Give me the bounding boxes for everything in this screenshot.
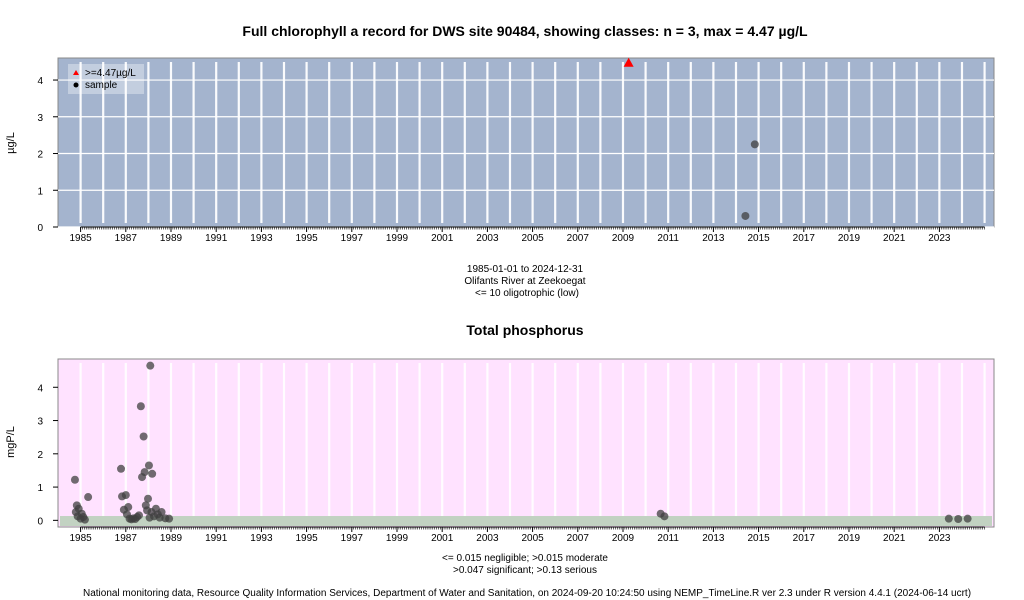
legend-entry-threshold: >=4.47µg/L xyxy=(85,68,136,79)
x-tick-label: 1991 xyxy=(205,533,228,544)
x-tick-label: 2011 xyxy=(657,233,679,244)
x-tick-label: 2003 xyxy=(476,233,499,244)
x-tick-label: 1985 xyxy=(69,233,92,244)
x-tick-label: 2011 xyxy=(657,533,679,544)
x-tick-label: 2017 xyxy=(793,533,816,544)
chart2-plot-area xyxy=(57,358,995,528)
data-point xyxy=(741,211,750,220)
chart2-caption-line2: >0.047 significant; >0.13 serious xyxy=(453,565,597,576)
data-point xyxy=(660,512,669,521)
data-point xyxy=(750,140,759,149)
y-tick-label: 3 xyxy=(37,113,43,124)
x-tick-label: 1989 xyxy=(160,233,183,244)
x-tick-label: 1997 xyxy=(341,233,364,244)
x-tick-label: 2013 xyxy=(702,533,725,544)
data-point xyxy=(117,464,126,473)
x-tick-label: 1987 xyxy=(115,233,138,244)
x-tick-label: 2017 xyxy=(793,233,816,244)
y-tick-label: 0 xyxy=(37,516,43,527)
data-point xyxy=(963,514,972,523)
x-tick-label: 1993 xyxy=(250,533,273,544)
y-tick-label: 4 xyxy=(37,383,43,394)
y-tick-label: 1 xyxy=(37,483,43,494)
legend-entry-sample: sample xyxy=(85,80,118,91)
chart1-legend: >=4.47µg/L sample xyxy=(68,64,144,94)
y-tick-label: 4 xyxy=(37,76,43,87)
data-point xyxy=(954,515,963,524)
y-tick-label: 0 xyxy=(37,223,43,234)
chart1-plot-area xyxy=(57,57,995,228)
x-tick-label: 2019 xyxy=(838,533,861,544)
x-tick-label: 2007 xyxy=(567,233,590,244)
data-point xyxy=(134,511,143,520)
data-point xyxy=(140,468,149,477)
chart2-title: Total phosphorus xyxy=(466,322,583,338)
x-tick-label: 1995 xyxy=(295,533,318,544)
x-tick-label: 1999 xyxy=(386,533,409,544)
data-point xyxy=(84,493,93,502)
x-tick-label: 1991 xyxy=(205,233,228,244)
x-tick-label: 2013 xyxy=(702,233,725,244)
x-tick-label: 2003 xyxy=(476,533,499,544)
data-point xyxy=(124,503,133,512)
y-tick-label: 2 xyxy=(37,150,43,161)
x-tick-label: 2015 xyxy=(747,233,770,244)
chart2-y-axis-label: mgP/L xyxy=(5,426,17,458)
x-tick-label: 2005 xyxy=(521,533,544,544)
data-point xyxy=(144,494,153,503)
data-point-threshold xyxy=(623,57,634,67)
x-tick-label: 2007 xyxy=(567,533,590,544)
data-point xyxy=(139,432,148,441)
y-tick-label: 3 xyxy=(37,417,43,428)
footer-credit: National monitoring data, Resource Quali… xyxy=(83,588,971,599)
chart2-caption-line1: <= 0.015 negligible; >0.015 moderate xyxy=(442,553,608,564)
data-point xyxy=(70,475,79,484)
chart1-caption-range: 1985-01-01 to 2024-12-31 xyxy=(467,264,584,275)
x-tick-label: 1989 xyxy=(160,533,183,544)
x-tick-label: 1999 xyxy=(386,233,409,244)
y-tick-label: 1 xyxy=(37,186,43,197)
x-tick-label: 2023 xyxy=(928,533,951,544)
x-tick-label: 2023 xyxy=(928,233,951,244)
data-point xyxy=(165,514,174,523)
x-tick-label: 2005 xyxy=(521,233,544,244)
x-tick-label: 2019 xyxy=(838,233,861,244)
data-point xyxy=(148,469,157,478)
x-tick-label: 1993 xyxy=(250,233,273,244)
x-tick-label: 1985 xyxy=(69,533,92,544)
x-tick-label: 2021 xyxy=(883,233,906,244)
x-tick-label: 2001 xyxy=(431,533,454,544)
chart1-title: Full chlorophyll a record for DWS site 9… xyxy=(242,23,808,39)
data-point xyxy=(80,515,89,524)
chart1-y-axis-label: µg/L xyxy=(5,132,17,154)
data-point xyxy=(157,508,166,517)
data-point xyxy=(136,402,145,411)
chart2-x-axis: 1985 1987 1989 1991 1993 1995 1997 1999 2001 2003… xyxy=(69,526,985,544)
chart2-class-band xyxy=(60,516,992,526)
chart1-x-axis: 1985 1987 1989 1991 1993 1995 1997 1999 2001 2003… xyxy=(69,226,985,244)
x-tick-label: 2009 xyxy=(612,533,635,544)
x-tick-label: 2021 xyxy=(883,533,906,544)
x-tick-label: 1997 xyxy=(341,533,364,544)
chart1-y-axis: 0 1 2 3 4 xyxy=(37,76,58,234)
x-tick-label: 1995 xyxy=(295,233,318,244)
chart1-caption-class: <= 10 oligotrophic (low) xyxy=(475,288,579,299)
data-point xyxy=(146,361,155,370)
chart2-y-axis: 0 1 2 3 4 xyxy=(37,383,58,527)
x-tick-label: 2015 xyxy=(747,533,770,544)
chart1-caption-site: Olifants River at Zeekoegat xyxy=(464,276,585,287)
x-tick-label: 2009 xyxy=(612,233,635,244)
y-tick-label: 2 xyxy=(37,450,43,461)
x-tick-label: 2001 xyxy=(431,233,454,244)
data-point xyxy=(944,514,953,523)
legend-circle-icon xyxy=(73,82,79,88)
data-point xyxy=(121,491,130,500)
data-point xyxy=(144,461,153,470)
x-tick-label: 1987 xyxy=(115,533,138,544)
legend-triangle-icon xyxy=(73,70,79,75)
